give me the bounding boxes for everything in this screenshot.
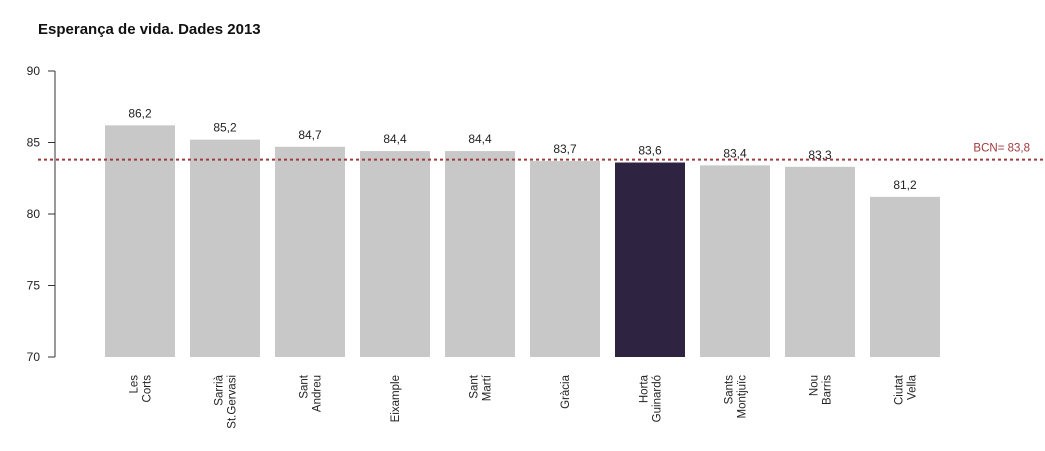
y-tick-label: 85 [27, 136, 41, 150]
reference-line-label: BCN= 83,8 [973, 143, 1030, 155]
category-label-line: Horta [639, 374, 651, 403]
bar-value-label: 84,7 [298, 128, 322, 142]
category-label: Sarrià St.Gervasi [214, 374, 239, 428]
bar [530, 161, 600, 357]
category-label-line: Sant [469, 374, 481, 398]
category-label: Les Corts [129, 375, 154, 403]
category-label-line: Sants [724, 375, 736, 405]
y-tick-label: 75 [27, 279, 41, 293]
y-axis: 70 75 80 85 90 [27, 64, 56, 364]
category-label-line: Montjuïc [737, 375, 749, 419]
x-axis-labels: Les Corts Sarrià St.Gervasi Sant Andreu Eixamp… [129, 374, 919, 428]
bar [445, 151, 515, 357]
bar [275, 146, 345, 357]
category-label: Sants Montjuïc [724, 375, 749, 419]
chart-title: Esperança de vida. Dades 2013 [38, 21, 261, 38]
bar-value-label: 84,4 [383, 132, 407, 146]
category-label-line: Corts [142, 375, 154, 403]
bar-value-label: 86,2 [128, 106, 152, 120]
category-label-line: Ciutat [894, 374, 906, 405]
reference-line: BCN= 83,8 [38, 143, 1045, 161]
category-label: Sant Martí [469, 374, 494, 401]
category-label-line: Andreu [312, 375, 324, 412]
y-tick-label: 90 [27, 64, 41, 78]
bar-value-label: 83,3 [808, 148, 832, 162]
bar-value-label: 83,4 [723, 146, 747, 160]
category-label-line: Martí [482, 374, 494, 401]
category-label: Nou Barris [809, 375, 834, 405]
category-label-line: Guinardó [652, 375, 664, 422]
bar [105, 125, 175, 357]
category-label-line: Sarrià [214, 374, 226, 405]
bar [190, 139, 260, 357]
bar-value-label: 81,2 [893, 178, 917, 192]
bar-value-label: 83,7 [553, 142, 577, 156]
bar [615, 162, 685, 357]
category-label-line: Eixample [390, 375, 402, 422]
category-label: Ciutat Vella [894, 374, 919, 405]
category-label: Horta Guinardó [639, 374, 664, 422]
category-label-line: St.Gervasi [227, 375, 239, 429]
bar-value-label: 83,6 [638, 144, 662, 158]
bar [785, 166, 855, 357]
category-label: Gràcia [560, 374, 572, 408]
category-label: Sant Andreu [299, 374, 324, 412]
bar-value-label: 85,2 [213, 121, 237, 135]
category-label-line: Les [129, 375, 141, 394]
value-labels: 86,2 85,2 84,7 84,4 84,4 83,7 83,6 83,4 83,3 81,2 [128, 106, 917, 192]
category-label-line: Gràcia [560, 374, 572, 408]
bar [870, 196, 940, 357]
category-label: Eixample [390, 375, 402, 422]
y-tick-label: 70 [27, 350, 41, 364]
category-label-line: Barris [822, 375, 834, 405]
bar [700, 165, 770, 357]
bar [360, 151, 430, 357]
category-label-line: Nou [809, 375, 821, 396]
y-tick-label: 80 [27, 207, 41, 221]
bar-value-label: 84,4 [468, 132, 492, 146]
category-label-line: Vella [907, 374, 919, 400]
bars [105, 125, 940, 357]
category-label-line: Sant [299, 374, 311, 398]
